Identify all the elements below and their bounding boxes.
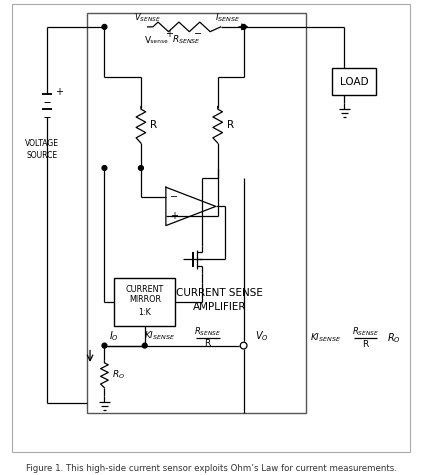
- Text: $R_O$: $R_O$: [112, 368, 125, 380]
- Text: VOLTAGE
SOURCE: VOLTAGE SOURCE: [25, 139, 59, 160]
- Bar: [87, 13, 306, 413]
- Text: MIRROR: MIRROR: [129, 295, 161, 304]
- Text: +: +: [55, 87, 63, 97]
- Text: $I_O$: $I_O$: [109, 329, 119, 343]
- Circle shape: [102, 166, 107, 171]
- Circle shape: [102, 343, 107, 348]
- Text: CURRENT SENSE
AMPLIFIER: CURRENT SENSE AMPLIFIER: [176, 288, 263, 313]
- Circle shape: [240, 342, 247, 349]
- Text: $KI_{SENSE}$: $KI_{SENSE}$: [144, 330, 176, 342]
- Bar: [332, 68, 376, 95]
- Circle shape: [102, 25, 107, 29]
- Bar: [114, 278, 176, 326]
- Circle shape: [241, 25, 246, 29]
- Text: Vₛₑₙₛₑ: Vₛₑₙₛₑ: [145, 36, 169, 45]
- Text: +: +: [170, 211, 179, 221]
- Text: $R_{SENSE}$: $R_{SENSE}$: [194, 326, 221, 338]
- Text: R: R: [227, 120, 234, 130]
- Circle shape: [142, 343, 147, 348]
- Text: R: R: [362, 340, 369, 349]
- Text: LOAD: LOAD: [340, 76, 368, 86]
- Circle shape: [138, 166, 143, 171]
- Text: $KI_{SENSE}$: $KI_{SENSE}$: [310, 332, 341, 344]
- Text: $R_O$: $R_O$: [387, 331, 401, 345]
- Text: Figure 1. This high-side current sensor exploits Ohm’s Law for current measureme: Figure 1. This high-side current sensor …: [26, 464, 396, 473]
- Text: $I_{SENSE}$: $I_{SENSE}$: [215, 11, 240, 24]
- Text: $V_O$: $V_O$: [255, 329, 269, 343]
- Text: $V_{SENSE}$: $V_{SENSE}$: [134, 11, 161, 24]
- Text: −: −: [194, 28, 202, 38]
- Text: R: R: [204, 339, 210, 348]
- Text: $R_{SENSE}$: $R_{SENSE}$: [172, 33, 200, 46]
- Text: R: R: [150, 120, 157, 130]
- Text: CURRENT: CURRENT: [126, 285, 164, 294]
- Text: 1:K: 1:K: [138, 308, 151, 317]
- Text: −: −: [170, 192, 179, 202]
- Text: +: +: [165, 28, 173, 38]
- Text: $R_{SENSE}$: $R_{SENSE}$: [352, 326, 379, 338]
